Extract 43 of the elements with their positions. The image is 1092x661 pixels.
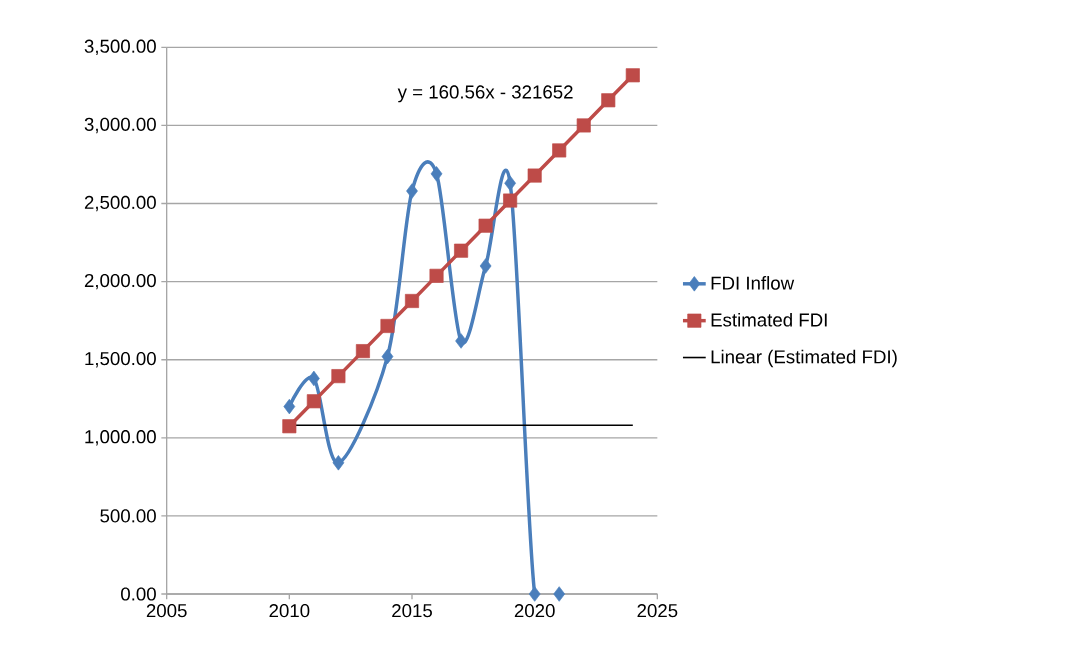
- point: [306, 394, 321, 409]
- point: [308, 370, 320, 387]
- point: [406, 183, 418, 199]
- x-tick-label: 2010: [269, 604, 310, 618]
- y-tick-label: 2,000.00: [84, 273, 156, 290]
- point: [552, 143, 567, 158]
- point: [331, 369, 346, 384]
- y-tick-label: 3,500.00: [84, 39, 156, 56]
- point: [479, 258, 492, 274]
- point: [380, 318, 395, 333]
- x-tick-label: 2015: [392, 604, 432, 618]
- legend-label: FDI Inflow: [711, 276, 795, 290]
- y-tick-label: 1,000.00: [85, 430, 156, 446]
- x-tick-label: 2025: [637, 604, 678, 618]
- point: [455, 333, 467, 349]
- y-tick-label: 500.00: [100, 509, 156, 523]
- point: [553, 586, 566, 602]
- point: [454, 243, 469, 258]
- point: [405, 293, 420, 308]
- point: [528, 586, 541, 602]
- y-tick-label: 3,000.00: [84, 117, 156, 134]
- y-tick-label: 0.00: [121, 587, 156, 601]
- legend-label: Estimated FDI: [711, 312, 827, 327]
- point: [625, 68, 640, 83]
- point: [332, 455, 345, 471]
- annotation: y = 160.56x - 321652: [397, 85, 573, 103]
- point: [429, 268, 444, 283]
- x-tick-label: 2005: [146, 604, 187, 618]
- x-tick-label: 2020: [514, 604, 555, 618]
- point: [430, 166, 443, 182]
- point: [527, 168, 542, 183]
- point: [504, 175, 516, 191]
- legend-label: Linear (Estimated FDI): [711, 349, 897, 368]
- point: [355, 344, 370, 359]
- y-tick-label: 1,500.00: [85, 351, 156, 368]
- point: [282, 419, 297, 434]
- point: [283, 398, 296, 415]
- point: [381, 348, 394, 365]
- point: [576, 118, 591, 133]
- point: [601, 93, 616, 108]
- point: [478, 218, 493, 233]
- y-tick-label: 2,500.00: [84, 195, 156, 212]
- point: [503, 193, 518, 208]
